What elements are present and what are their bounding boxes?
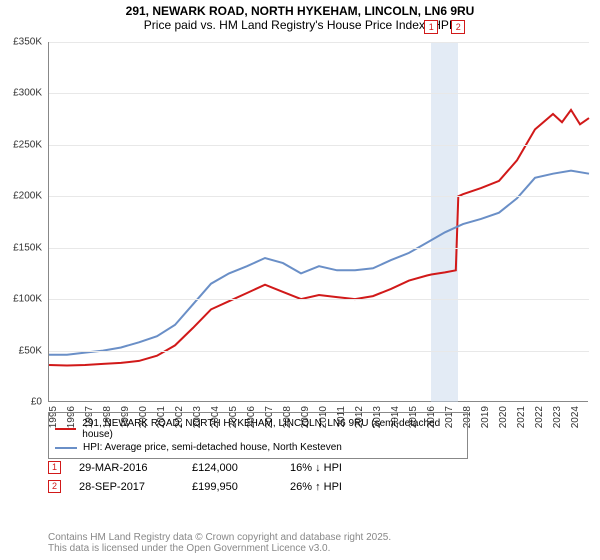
legend-swatch <box>55 447 77 449</box>
legend-row: HPI: Average price, semi-detached house,… <box>55 441 461 454</box>
plot-region: 12 <box>48 42 588 402</box>
y-axis-label: £200K <box>13 191 42 202</box>
x-axis-label: 2023 <box>552 406 563 428</box>
series-price_paid <box>49 110 589 366</box>
chart-area: 12 £0£50K£100K£150K£200K£250K£300K£350K1… <box>48 42 588 402</box>
gridline <box>49 42 589 43</box>
line-series-svg <box>49 42 589 402</box>
footer-attribution: Contains HM Land Registry data © Crown c… <box>48 532 391 554</box>
series-hpi <box>49 171 589 355</box>
event-marker: 1 <box>48 461 61 474</box>
event-price: £124,000 <box>192 462 272 474</box>
y-axis-label: £100K <box>13 294 42 305</box>
event-row: 2 28-SEP-2017 £199,950 26% ↑ HPI <box>48 477 342 496</box>
event-relation: 26% ↑ HPI <box>290 481 342 493</box>
chart-title-line1: 291, NEWARK ROAD, NORTH HYKEHAM, LINCOLN… <box>0 0 600 18</box>
chart-marker-2: 2 <box>451 20 465 34</box>
y-axis-label: £150K <box>13 242 42 253</box>
y-axis-label: £350K <box>13 37 42 48</box>
event-marker: 2 <box>48 480 61 493</box>
legend-row: 291, NEWARK ROAD, NORTH HYKEHAM, LINCOLN… <box>55 417 461 441</box>
y-axis-label: £0 <box>31 397 42 408</box>
footer-line2: This data is licensed under the Open Gov… <box>48 543 391 554</box>
footer-line1: Contains HM Land Registry data © Crown c… <box>48 532 391 543</box>
x-axis-label: 2019 <box>480 406 491 428</box>
legend-label: HPI: Average price, semi-detached house,… <box>83 442 342 453</box>
x-axis-label: 2020 <box>498 406 509 428</box>
event-date: 29-MAR-2016 <box>79 462 174 474</box>
legend-box: 291, NEWARK ROAD, NORTH HYKEHAM, LINCOLN… <box>48 412 468 459</box>
gridline <box>49 93 589 94</box>
event-relation: 16% ↓ HPI <box>290 462 342 474</box>
gridline <box>49 196 589 197</box>
x-axis-label: 2024 <box>570 406 581 428</box>
chart-title-line2: Price paid vs. HM Land Registry's House … <box>0 18 600 36</box>
gridline <box>49 299 589 300</box>
gridline <box>49 248 589 249</box>
x-axis-label: 2022 <box>534 406 545 428</box>
y-axis-label: £250K <box>13 139 42 150</box>
y-axis-label: £300K <box>13 88 42 99</box>
legend-swatch <box>55 428 76 430</box>
event-row: 1 29-MAR-2016 £124,000 16% ↓ HPI <box>48 458 342 477</box>
chart-marker-1: 1 <box>424 20 438 34</box>
event-date: 28-SEP-2017 <box>79 481 174 493</box>
y-axis-label: £50K <box>19 345 42 356</box>
event-price: £199,950 <box>192 481 272 493</box>
x-axis-label: 2021 <box>516 406 527 428</box>
gridline <box>49 145 589 146</box>
gridline <box>49 351 589 352</box>
legend-label: 291, NEWARK ROAD, NORTH HYKEHAM, LINCOLN… <box>82 418 461 440</box>
event-table: 1 29-MAR-2016 £124,000 16% ↓ HPI 2 28-SEP-201… <box>48 458 342 496</box>
